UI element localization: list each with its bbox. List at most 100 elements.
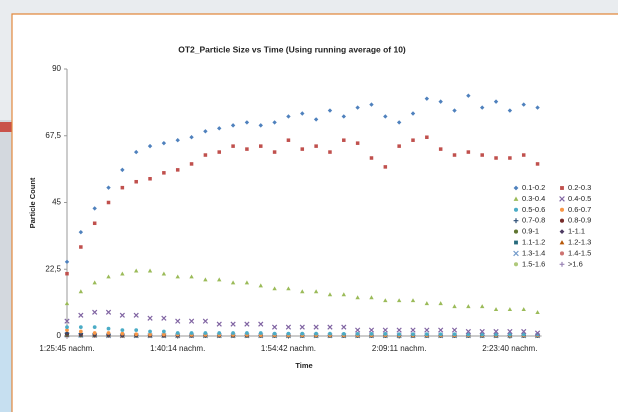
data-point [231,331,235,335]
legend-label: 0.8-0.9 [568,216,591,225]
data-point [424,301,430,306]
data-point [383,298,388,303]
data-point [438,327,444,333]
data-point [161,315,167,321]
y-tick-label: 22,5 [45,264,61,273]
data-point [148,332,152,337]
data-point [355,141,360,145]
data-point [355,332,360,336]
data-point [148,177,152,181]
data-point [258,331,263,335]
legend-marker [560,186,564,190]
legend-label: 1.1-1.2 [522,237,545,246]
data-point [493,307,499,312]
data-point [410,327,416,333]
legend-label: 1.4-1.5 [568,248,591,257]
data-point [216,321,222,327]
data-point [521,307,526,312]
data-point [134,179,138,184]
data-point [244,321,250,327]
data-point [466,332,471,337]
data-point [202,318,209,324]
data-point [535,310,540,315]
data-point [106,274,111,279]
legend-label: 1-1.1 [568,227,585,236]
data-point [327,108,333,113]
legend-label: 0.2-0.3 [568,183,591,192]
legend-label: 1.2-1.3 [568,237,591,246]
data-point [534,330,541,336]
data-point [120,328,125,332]
data-point [480,105,485,110]
legend-marker [513,185,519,191]
data-point [314,331,318,336]
data-point [465,328,471,335]
data-point [286,114,291,119]
y-tick-label: 45 [52,198,61,207]
data-point [217,126,222,131]
data-point [244,120,250,125]
data-point [189,331,194,335]
x-tick-label: 1:25:45 nachm. [39,344,94,353]
data-point [106,200,111,205]
data-point [466,304,471,309]
data-point [451,327,458,333]
data-point [175,274,180,279]
data-point [272,331,277,336]
data-point [148,329,152,334]
chart-card [12,14,618,412]
series [64,268,540,315]
data-point [507,307,513,312]
data-point [65,325,69,329]
x-tick-label: 2:09:11 nachm. [372,344,427,353]
data-point [341,114,346,119]
side-tab [0,122,12,132]
data-point [480,153,484,157]
data-point [188,318,195,324]
data-point [78,329,83,334]
data-point [78,229,84,235]
legend-label: 0.9-1 [522,227,539,236]
data-point [120,167,125,173]
data-point [78,289,84,294]
data-point [535,105,540,110]
data-point [452,332,457,337]
data-point [369,102,374,107]
data-point [78,325,83,329]
data-point [244,280,250,285]
side-panel-lower [0,330,12,412]
data-point [425,135,429,139]
data-point [508,156,512,160]
legend-label: 0.3-0.4 [522,194,545,203]
data-point [313,117,319,122]
y-tick-label: 67,5 [45,131,61,140]
data-point [396,120,402,125]
data-point [175,331,180,335]
data-point [507,108,513,113]
data-point [161,140,167,146]
data-point [410,298,416,303]
data-point [271,324,278,330]
data-point [120,271,125,276]
data-point [272,150,277,154]
data-point [341,292,346,297]
data-point [272,120,277,125]
data-point [300,111,305,116]
data-point [438,147,443,151]
data-point [134,332,139,337]
data-point [162,329,166,334]
data-point [452,304,457,309]
data-point [147,315,153,321]
data-point [383,332,388,336]
data-point [258,123,263,128]
data-point [175,168,180,172]
data-point [480,304,485,309]
data-point [355,327,361,333]
data-point [424,327,430,333]
legend-marker [513,196,519,201]
legend-label: 0.4-0.5 [568,194,591,203]
x-axis-label: Time [295,361,312,370]
data-point [327,292,333,297]
